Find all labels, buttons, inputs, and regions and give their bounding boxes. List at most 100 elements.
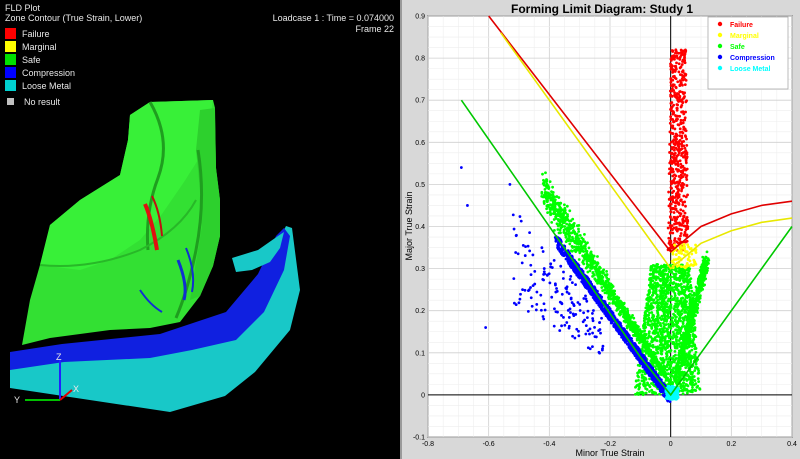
safe-point [558,205,562,208]
safe-point [655,348,658,352]
safe-point [624,316,628,320]
fld-chart-panel[interactable]: Forming Limit Diagram: Study 1 -0.8 -0.6-… [402,0,800,459]
safe-point [568,222,571,226]
safe-point [614,300,618,304]
safe-point [669,348,673,352]
safe-point [586,259,590,263]
safe-point [696,377,700,381]
compression-point [523,254,527,257]
compression-point [600,316,603,320]
compression-point [552,259,556,262]
safe-point [682,316,686,320]
safe-point [663,317,667,320]
failure-point [686,193,689,197]
safe-point [628,318,631,322]
fld-plot-viewport[interactable]: FLD Plot Zone Contour (True Strain, Lowe… [0,0,400,459]
loose-metal-point [670,397,675,401]
compression-point [570,281,574,285]
safe-point [684,366,688,370]
safe-point [597,281,601,285]
failure-point [678,58,682,61]
safe-point [549,212,553,216]
safe-point [689,341,693,344]
safe-point [684,357,688,361]
compression-point [562,270,565,274]
compression-point [567,316,571,319]
safe-point [637,379,640,382]
safe-point [686,268,690,272]
compression-point [545,273,549,277]
compression-point [589,292,593,296]
safe-point [664,309,668,313]
safe-point [660,369,664,373]
compression-point [553,307,556,311]
safe-point [680,275,684,279]
compression-point [595,290,599,294]
safe-point [673,304,677,308]
safe-point [681,289,684,293]
safe-point [663,330,666,334]
safe-point [688,298,692,302]
safe-point [691,321,695,325]
safe-point [646,302,650,306]
safe-point [655,275,659,279]
failure-point [669,227,673,231]
safe-point [617,306,621,310]
safe-point [682,307,685,311]
compression-point [561,277,565,280]
safe-point [688,370,692,373]
safe-point [651,323,655,327]
safe-point [588,269,592,273]
compression-point [539,293,543,297]
y-tick-label: 0.3 [415,266,425,273]
safe-point [677,361,681,365]
compression-point [548,281,552,285]
safe-point [602,271,605,275]
safe-point [673,345,677,349]
safe-point [543,180,547,183]
compression-point [555,289,559,293]
safe-point [659,324,663,328]
safe-point [635,328,639,332]
compression-point [572,304,576,308]
loadcase-label: Loadcase 1 : Time = 0.074000 [272,13,394,23]
panel-divider[interactable] [400,0,402,459]
safe-point [543,187,547,191]
failure-point [683,219,687,223]
safe-point [672,323,676,327]
safe-point [572,224,576,228]
tick-labels: -0.8 -0.6 -0.4 -0.2 0 0.2 0.4-0.100.10.20.30.4… [413,14,797,449]
safe-point [682,381,686,385]
safe-point [681,392,685,396]
compression-point [608,314,611,318]
compression-point [573,336,577,340]
safe-point [699,270,703,274]
compression-point [542,270,546,274]
compression-point [604,302,607,305]
safe-point [634,385,638,388]
safe-point [665,357,668,361]
safe-point [693,353,697,357]
safe-point [697,282,700,286]
compression-point [511,213,515,217]
safe-point [688,328,692,332]
compression-point [542,302,546,306]
safe-point [676,365,679,369]
safe-point [650,305,654,309]
safe-point [648,377,651,381]
safe-point [663,326,666,330]
compression-point [636,346,640,350]
safe-point [611,290,614,293]
failure-point [685,167,689,171]
safe-point [677,325,681,329]
safe-point [590,267,594,270]
compression-point [668,400,672,403]
safe-point [663,346,667,350]
safe-point [648,323,652,327]
compression-point [521,244,525,247]
safe-point [662,282,665,286]
safe-point [615,295,619,299]
safe-point [660,314,664,318]
compression-point [615,325,618,329]
safe-point [674,299,678,302]
